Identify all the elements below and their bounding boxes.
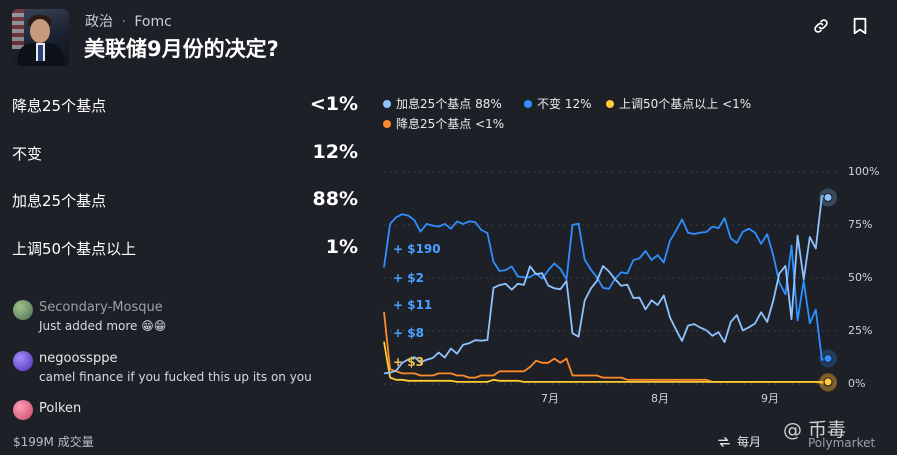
outcome-row[interactable]: 加息25个基点 88%	[12, 188, 358, 212]
comment-item: Polken	[13, 398, 353, 422]
breadcrumb-separator: ·	[121, 14, 126, 30]
series-line	[383, 341, 828, 383]
series-endpoint	[823, 354, 833, 364]
legend-item: 降息25个基点 <1%	[383, 115, 504, 132]
comment-username[interactable]: negoossppe	[39, 351, 118, 366]
outcome-probability: 88%	[312, 188, 358, 210]
trade-annotation: + $190	[393, 242, 441, 256]
chart-legend: 加息25个基点 88% 不变 12% 上调50个基点以上 <1% 降息25个基点…	[383, 95, 823, 135]
comment-item: Secondary-Mosque Just added more 😁😁	[13, 298, 353, 338]
series-line	[383, 311, 828, 384]
y-tick-label: 50%	[848, 271, 873, 284]
outcome-row[interactable]: 降息25个基点 <1%	[12, 93, 358, 117]
trade-annotation: + $8	[393, 326, 424, 340]
comment-username[interactable]: Secondary-Mosque	[39, 300, 163, 315]
link-icon	[814, 19, 828, 33]
outcome-name: 加息25个基点	[12, 192, 107, 210]
market-avatar	[12, 9, 69, 66]
brand-watermark: Polymarket	[808, 436, 876, 450]
series-line	[383, 213, 829, 361]
y-tick-label: 100%	[848, 165, 880, 178]
outcome-row[interactable]: 不变 12%	[12, 141, 358, 165]
series-endpoint	[823, 377, 833, 387]
comment-text: camel finance if you fucked this up its …	[39, 370, 312, 384]
user-avatar[interactable]	[13, 351, 33, 371]
outcome-name: 降息25个基点	[12, 97, 107, 115]
breadcrumb: 政治 · Fomc	[85, 11, 172, 31]
outcome-probability: <1%	[309, 93, 358, 115]
x-tick-label: 7月	[541, 392, 559, 405]
period-selector[interactable]: 每月	[717, 433, 761, 450]
trade-annotation: + $2	[393, 271, 424, 285]
comment-username[interactable]: Polken	[39, 401, 82, 416]
bookmark-icon	[853, 17, 867, 35]
x-tick-label: 9月	[761, 392, 779, 405]
x-tick-label: 8月	[651, 392, 669, 405]
volume-label: $199M 成交量	[13, 435, 94, 449]
watermark: @ 币毒	[783, 419, 847, 441]
page-title: 美联储9月份的决定?	[84, 37, 279, 61]
trade-annotation: + $3	[393, 355, 424, 369]
period-label: 每月	[736, 435, 761, 449]
outcome-name: 不变	[12, 145, 43, 163]
legend-item: 不变 12%	[524, 95, 592, 112]
legend-item: 上调50个基点以上 <1%	[606, 95, 751, 112]
comment-text: Just added more 😁😁	[39, 319, 167, 333]
outcome-probability: 12%	[312, 141, 358, 163]
category-link[interactable]: 政治	[85, 14, 113, 30]
series-endpoint	[823, 192, 833, 202]
tag-link[interactable]: Fomc	[134, 14, 172, 30]
y-tick-label: 75%	[848, 218, 873, 231]
y-tick-label: 0%	[848, 377, 866, 390]
user-avatar[interactable]	[13, 400, 33, 420]
copy-link-button[interactable]	[809, 14, 833, 38]
outcome-probability: 1%	[325, 236, 358, 258]
repeat-icon	[718, 436, 730, 447]
trade-annotation: + $11	[393, 298, 432, 312]
legend-item: 加息25个基点 88%	[383, 95, 502, 112]
user-avatar[interactable]	[13, 300, 33, 320]
outcome-row[interactable]: 上调50个基点以上 1%	[12, 236, 358, 260]
comment-item: negoossppe camel finance if you fucked t…	[13, 349, 353, 389]
bookmark-button[interactable]	[848, 14, 872, 38]
series-line	[383, 195, 829, 375]
y-tick-label: 25%	[848, 324, 873, 337]
outcome-name: 上调50个基点以上	[12, 240, 137, 258]
